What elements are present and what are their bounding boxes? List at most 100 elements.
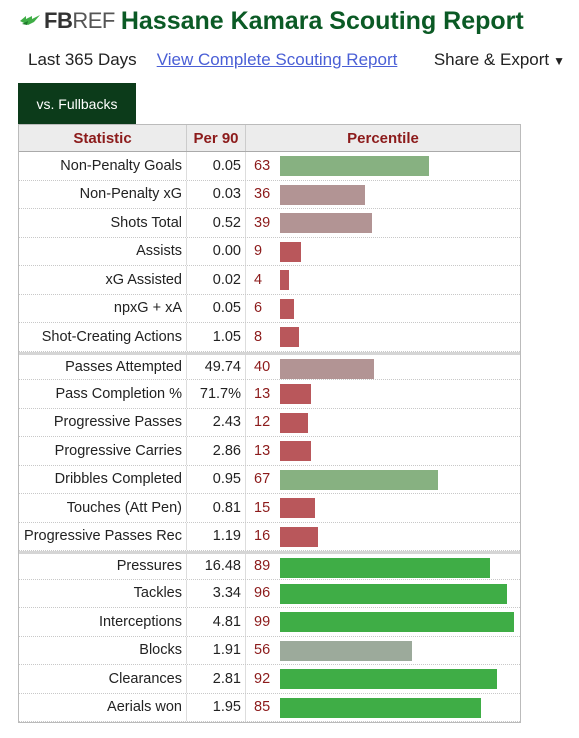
percentile-bar — [280, 697, 481, 718]
per90-value: 0.03 — [187, 180, 246, 208]
percentile-value: 13 — [254, 442, 271, 459]
per90-value: 71.7% — [187, 380, 246, 408]
table-row: Clearances 2.81 92 — [19, 665, 520, 694]
percentile-cell: 63 — [246, 152, 520, 180]
percentile-bar — [280, 327, 299, 347]
percentile-bar-track — [280, 469, 516, 490]
percentile-bar — [280, 241, 302, 262]
percentile-bar-track — [280, 241, 516, 262]
table-row: Progressive Carries 2.86 13 — [19, 437, 520, 466]
stat-name: Pressures — [19, 554, 187, 579]
percentile-bar — [280, 441, 311, 461]
per90-value: 0.05 — [187, 152, 246, 180]
table-row: Shots Total 0.52 39 — [19, 209, 520, 238]
per90-value: 0.52 — [187, 209, 246, 237]
percentile-value: 16 — [254, 528, 271, 545]
stat-name: Blocks — [19, 636, 187, 664]
percentile-cell: 16 — [246, 523, 520, 551]
percentile-bar-track — [280, 697, 516, 718]
percentile-cell: 15 — [246, 494, 520, 522]
table-body: Non-Penalty Goals 0.05 63 Non-Penalty xG 0.0… — [19, 152, 520, 722]
percentile-value: 92 — [254, 670, 271, 687]
table-row: Touches (Att Pen) 0.81 15 — [19, 494, 520, 523]
leaf-icon — [20, 15, 40, 25]
percentile-cell: 67 — [246, 466, 520, 494]
table-row: npxG + xA 0.05 6 — [19, 294, 520, 323]
percentile-value: 15 — [254, 499, 271, 516]
tab-vs-fullbacks[interactable]: vs. Fullbacks — [18, 83, 136, 124]
stat-name: Non-Penalty xG — [19, 180, 187, 208]
percentile-bar — [280, 612, 514, 632]
percentile-bar-track — [280, 270, 516, 290]
percentile-bar-track — [280, 669, 516, 689]
per90-value: 0.02 — [187, 266, 246, 294]
percentile-bar — [280, 358, 375, 379]
percentile-cell: 92 — [246, 665, 520, 693]
share-export-label: Share & Export — [433, 50, 550, 69]
stat-name: Touches (Att Pen) — [19, 494, 187, 522]
stat-name: npxG + xA — [19, 294, 187, 322]
percentile-value: 8 — [254, 328, 263, 345]
percentile-cell: 36 — [246, 181, 520, 209]
stat-name: Passes Attempted — [19, 354, 187, 379]
table-header: Statistic Per 90 Percentile — [19, 125, 520, 152]
percentile-bar-track — [280, 612, 516, 632]
percentile-cell: 56 — [246, 637, 520, 665]
percentile-bar-track — [280, 526, 516, 547]
share-export-menu[interactable]: Share & Export ▼ — [434, 50, 565, 70]
percentile-value: 36 — [254, 186, 271, 203]
percentile-bar-track — [280, 327, 516, 347]
logo-text-ref: REF — [72, 8, 115, 33]
scouting-table: Statistic Per 90 Percentile Non-Penalty … — [18, 124, 521, 723]
table-row: Dribbles Completed 0.95 67 — [19, 465, 520, 494]
per90-value: 2.43 — [187, 408, 246, 436]
stat-name: Clearances — [19, 665, 187, 693]
percentile-cell: 12 — [246, 409, 520, 437]
percentile-bar-track — [280, 184, 516, 205]
per90-value: 1.95 — [187, 693, 246, 721]
table-row: Aerials won 1.95 85 — [19, 693, 520, 722]
percentile-bar-track — [280, 441, 516, 461]
percentile-bar-track — [280, 640, 516, 661]
per90-value: 4.81 — [187, 608, 246, 636]
percentile-cell: 40 — [246, 355, 520, 380]
stat-name: xG Assisted — [19, 266, 187, 294]
table-row: Pressures 16.48 89 — [19, 551, 520, 580]
percentile-bar-track — [280, 384, 516, 404]
percentile-bar-track — [280, 583, 516, 604]
view-complete-report-link[interactable]: View Complete Scouting Report — [156, 50, 398, 69]
per90-value: 1.05 — [187, 323, 246, 351]
header-percentile[interactable]: Percentile — [347, 129, 419, 147]
percentile-bar — [280, 270, 290, 290]
period-label[interactable]: Last 365 Days — [28, 50, 137, 69]
percentile-value: 89 — [254, 558, 271, 575]
percentile-value: 99 — [254, 613, 271, 630]
table-row: Progressive Passes 2.43 12 — [19, 408, 520, 437]
percentile-cell: 8 — [246, 323, 520, 351]
percentile-value: 96 — [254, 585, 271, 602]
percentile-cell: 39 — [246, 209, 520, 237]
fbref-logo[interactable]: FB REF — [18, 8, 115, 34]
table-row: Progressive Passes Rec 1.19 16 — [19, 522, 520, 551]
percentile-value: 63 — [254, 157, 271, 174]
percentile-cell: 96 — [246, 580, 520, 608]
percentile-bar — [280, 412, 309, 433]
percentile-bar — [280, 384, 311, 404]
percentile-bar-track — [280, 498, 516, 518]
percentile-bar — [280, 184, 365, 205]
percentile-cell: 85 — [246, 694, 520, 722]
percentile-cell: 6 — [246, 295, 520, 323]
header-statistic[interactable]: Statistic — [19, 125, 187, 151]
stat-name: Aerials won — [19, 693, 187, 721]
table-row: Blocks 1.91 56 — [19, 636, 520, 665]
table-row: Assists 0.00 9 — [19, 237, 520, 266]
per90-value: 0.81 — [187, 494, 246, 522]
percentile-bar — [280, 498, 316, 518]
logo-text-fb: FB — [44, 8, 73, 33]
stat-name: Shot-Creating Actions — [19, 323, 187, 351]
percentile-bar — [280, 669, 498, 689]
percentile-bar-track — [280, 558, 516, 578]
percentile-bar-track — [280, 156, 516, 176]
percentile-value: 67 — [254, 471, 271, 488]
header-per90[interactable]: Per 90 — [187, 125, 246, 151]
